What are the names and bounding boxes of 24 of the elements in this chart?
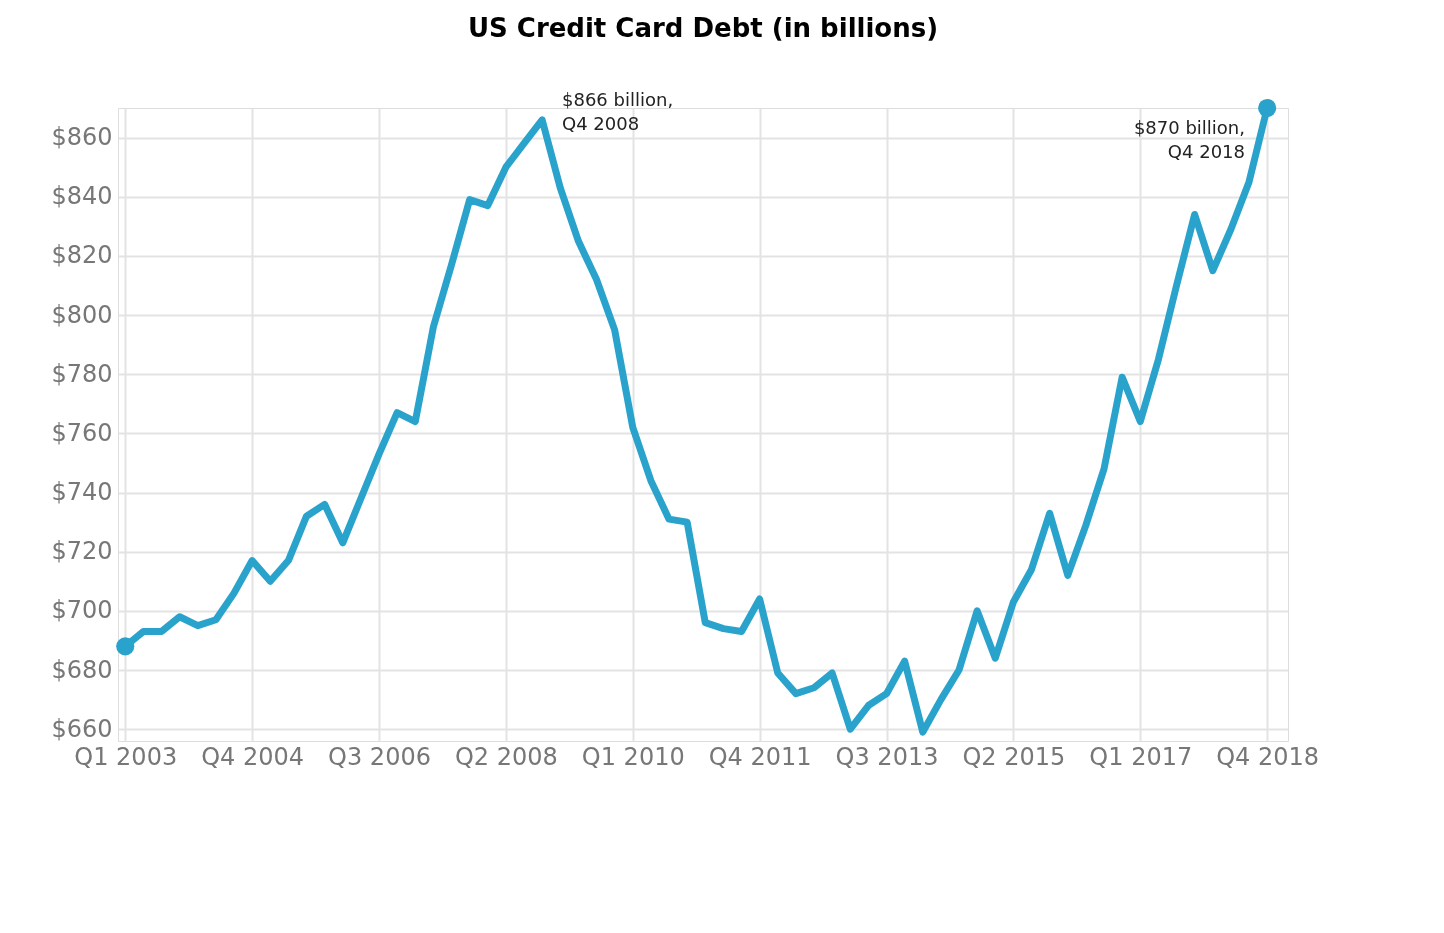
annotation: $870 billion, Q4 2018 <box>1133 117 1245 162</box>
x-tick-label: Q3 2006 <box>328 742 431 771</box>
x-tick-label: Q4 2004 <box>201 742 305 771</box>
x-tick-label: Q1 2017 <box>1089 742 1193 771</box>
y-tick-label: $700 <box>51 596 113 625</box>
y-tick-label: $860 <box>51 123 113 152</box>
y-tick-label: $800 <box>51 300 113 329</box>
x-tick-label: Q2 2008 <box>454 742 558 771</box>
x-tick-label: Q1 2003 <box>74 742 178 771</box>
x-tick-label: Q1 2010 <box>581 742 685 771</box>
y-tick-label: $740 <box>51 478 113 507</box>
chart-title: US Credit Card Debt (in billions) <box>467 13 939 43</box>
y-tick-label: $720 <box>51 537 113 566</box>
annotation: $866 billion, Q4 2008 <box>562 89 674 134</box>
x-tick-label: Q4 2018 <box>1216 742 1320 771</box>
x-tick-label: Q3 2013 <box>835 742 939 771</box>
y-tick-label: $760 <box>51 418 113 447</box>
y-tick-label: $820 <box>51 241 113 270</box>
y-tick-label: $680 <box>51 655 113 684</box>
x-tick-label: Q2 2015 <box>962 742 1066 771</box>
x-tick-label: Q4 2011 <box>708 742 812 771</box>
y-tick-label: $660 <box>51 714 113 743</box>
y-tick-label: $840 <box>51 182 113 211</box>
y-tick-label: $780 <box>51 359 113 388</box>
